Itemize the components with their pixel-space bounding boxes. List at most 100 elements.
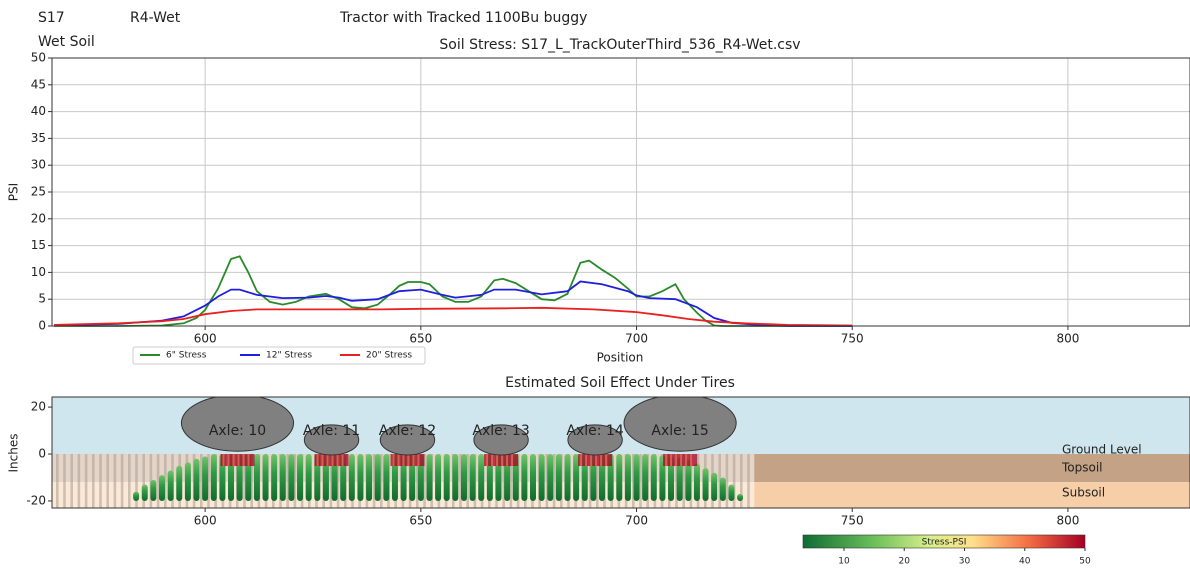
soil-stripe <box>509 454 513 508</box>
tire-tread <box>232 454 235 467</box>
x-tick-label: 650 <box>409 514 432 528</box>
soil-stripe <box>56 454 59 508</box>
tire-tread <box>237 454 240 467</box>
y-tick-label: 30 <box>31 158 46 172</box>
y-tick-label: 35 <box>31 131 46 145</box>
soil-column <box>167 470 174 501</box>
soil-stripe <box>207 454 210 508</box>
soil-column <box>642 454 649 501</box>
y-axis-label: PSI <box>7 183 21 201</box>
soil-stripe <box>200 454 203 508</box>
soil-stripe <box>156 454 160 508</box>
soil-stripe <box>588 454 592 508</box>
x-tick-label: 700 <box>625 514 648 528</box>
tire-tread <box>402 454 405 467</box>
y-tick-label: 0 <box>38 319 46 333</box>
chart-title: Soil Stress: S17_L_TrackOuterThird_536_R… <box>439 37 800 53</box>
soil-column <box>426 454 433 501</box>
soil-column <box>659 455 666 501</box>
soil-column <box>547 454 554 501</box>
stress-chart: 600 650 700 750 800 0 5 10 15 20 25 30 35 40 45 50 Soil … <box>7 37 1190 365</box>
x-axis-label: Position <box>597 351 644 365</box>
legend-label: 20" Stress <box>366 351 412 361</box>
colorbar <box>802 534 1086 549</box>
soil-column <box>271 454 278 501</box>
soil-column <box>728 484 735 501</box>
soil-column <box>478 454 485 501</box>
colorbar-tick-label: 20 <box>899 557 911 567</box>
y-tick-label: 10 <box>31 265 46 279</box>
x-tick-label: 750 <box>841 514 864 528</box>
axle-load <box>379 424 436 456</box>
soil-stripe <box>747 454 750 508</box>
stress-line <box>54 280 853 327</box>
treatment: R4-Wet <box>130 10 181 26</box>
soil-column <box>650 454 657 501</box>
soil-column <box>521 454 528 501</box>
tire-tread <box>417 454 420 467</box>
colorbar-tick-label: 30 <box>959 557 971 567</box>
axle-label: Axle: 13 <box>472 423 529 439</box>
y-tick-label: -20 <box>26 493 46 507</box>
soil-stripe <box>372 454 376 508</box>
soil-column <box>668 456 675 501</box>
tire-tread <box>247 454 250 467</box>
soil-column <box>210 454 217 501</box>
x-tick-label: 800 <box>1056 514 1079 528</box>
soil-stripe <box>286 454 289 508</box>
tire-tread <box>665 454 668 467</box>
soil-column <box>383 454 390 501</box>
soil-stripe <box>545 454 549 508</box>
soil-stripe <box>120 454 124 508</box>
soil-column <box>529 454 536 501</box>
soil-stripe <box>106 454 109 508</box>
soil-column <box>564 454 571 501</box>
soil-column <box>253 454 260 501</box>
tire-tread <box>242 454 245 467</box>
y-tick-label: 15 <box>31 238 46 252</box>
axle-load <box>623 397 737 452</box>
soil-stripe <box>740 454 743 508</box>
tire-tread <box>227 454 230 467</box>
soil-stripe <box>423 454 426 508</box>
tire-tread <box>690 454 693 467</box>
soil-stripe <box>149 454 153 508</box>
colorbar-tick-label: 40 <box>1019 557 1031 567</box>
x-tick-label: 800 <box>1056 332 1079 346</box>
soil-column <box>685 459 692 501</box>
plot-frame <box>51 396 1190 509</box>
soil-stripe <box>92 454 95 508</box>
soil-stripe <box>682 454 685 508</box>
tire-tread <box>326 454 329 467</box>
soil-column <box>555 454 562 501</box>
tire-tread <box>680 454 683 467</box>
axle-label: Axle: 15 <box>651 423 708 439</box>
y-tick-label: 25 <box>31 185 46 199</box>
soil-column <box>141 484 148 501</box>
tire-tread <box>316 454 319 467</box>
tire-tread <box>506 454 509 467</box>
equipment: Tractor with Tracked 1100Bu buggy <box>339 10 587 26</box>
soil-stripe <box>243 454 246 508</box>
soil-stripe <box>725 454 729 508</box>
axle-label: Axle: 10 <box>209 423 266 439</box>
tire-tread <box>222 454 225 467</box>
soil-stripe <box>552 454 556 508</box>
soil-stripe <box>135 454 138 508</box>
y-tick-label: 50 <box>31 51 46 65</box>
soil-column <box>573 454 580 501</box>
soil-stripe <box>675 454 678 508</box>
tire-tread <box>675 454 678 467</box>
soil-column <box>443 454 450 501</box>
soil-column <box>193 458 200 501</box>
soil-stripe <box>632 454 635 508</box>
soil-column <box>305 454 312 501</box>
soil-column <box>202 456 209 501</box>
tire-tread <box>501 454 504 467</box>
tire-tread <box>685 454 688 467</box>
soil-stripe <box>459 454 462 508</box>
axle-label: Axle: 11 <box>303 423 360 439</box>
tire-tread <box>595 454 598 467</box>
soil-column <box>633 454 640 501</box>
